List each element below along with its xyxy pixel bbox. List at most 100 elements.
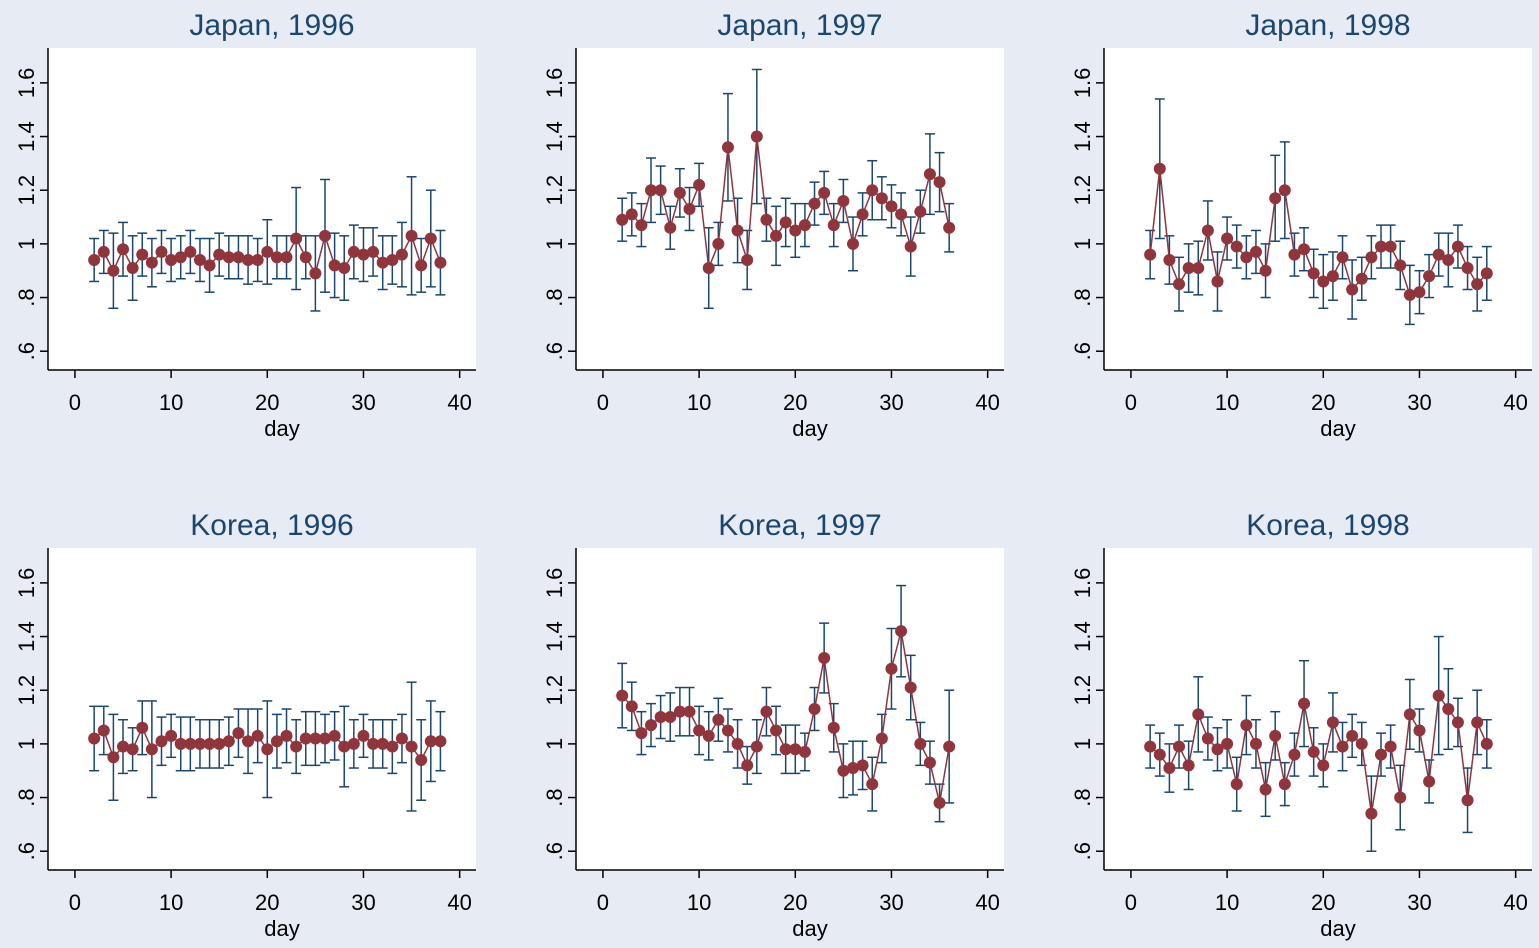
marker — [1394, 259, 1407, 272]
marker — [693, 178, 706, 191]
x-tick-label: 0 — [69, 390, 81, 415]
marker — [1153, 162, 1166, 175]
marker — [415, 753, 428, 766]
marker — [1298, 243, 1311, 256]
plot-area — [48, 48, 476, 370]
marker — [885, 200, 898, 213]
panel-title: Korea, 1997 — [718, 509, 881, 542]
marker — [184, 245, 197, 258]
marker — [145, 743, 158, 756]
marker — [136, 248, 149, 261]
marker — [885, 662, 898, 675]
marker — [1480, 737, 1493, 750]
marker — [386, 253, 399, 266]
marker — [1317, 275, 1330, 288]
marker — [1403, 288, 1416, 301]
marker — [270, 735, 283, 748]
y-tick-label: .6 — [14, 842, 39, 860]
marker — [1269, 729, 1282, 742]
x-tick-label: 40 — [1503, 890, 1527, 915]
panel-title: Japan, 1996 — [189, 9, 354, 42]
marker — [914, 205, 927, 218]
marker — [1163, 762, 1176, 775]
y-tick-label: .8 — [542, 288, 567, 306]
y-tick-label: 1.6 — [542, 568, 567, 599]
marker — [721, 141, 734, 154]
x-axis-label: day — [264, 416, 299, 441]
marker — [165, 253, 178, 266]
marker — [702, 262, 715, 275]
y-tick-label: 1.4 — [542, 621, 567, 652]
marker — [1384, 740, 1397, 753]
y-tick-label: 1.4 — [542, 121, 567, 152]
marker — [117, 740, 130, 753]
marker — [1451, 240, 1464, 253]
marker — [625, 208, 638, 221]
y-tick-label: 1.2 — [542, 675, 567, 706]
marker — [856, 208, 869, 221]
marker — [347, 737, 360, 750]
marker — [1230, 240, 1243, 253]
marker — [1355, 737, 1368, 750]
marker — [760, 213, 773, 226]
y-tick-label: 1.6 — [1070, 568, 1095, 599]
marker — [136, 721, 149, 734]
marker — [376, 256, 389, 269]
marker — [1471, 278, 1484, 291]
marker — [338, 740, 351, 753]
marker — [1442, 253, 1455, 266]
marker — [261, 245, 274, 258]
marker — [145, 256, 158, 269]
y-tick-label: .8 — [14, 788, 39, 806]
marker — [1461, 794, 1474, 807]
x-tick-label: 0 — [69, 890, 81, 915]
marker — [318, 732, 331, 745]
marker — [923, 756, 936, 769]
marker — [97, 724, 110, 737]
marker — [654, 184, 667, 197]
x-tick-label: 0 — [597, 890, 609, 915]
marker — [770, 229, 783, 242]
marker — [1442, 703, 1455, 715]
marker — [616, 689, 629, 702]
marker — [1326, 716, 1339, 729]
marker — [386, 740, 399, 753]
marker — [770, 724, 783, 737]
marker — [290, 740, 303, 753]
marker — [779, 743, 792, 756]
marker — [683, 203, 696, 215]
y-tick-label: 1 — [542, 238, 567, 250]
y-tick-label: 1 — [1070, 738, 1095, 750]
marker — [1211, 743, 1224, 756]
marker — [914, 737, 927, 750]
marker — [1355, 272, 1368, 285]
marker — [645, 184, 658, 197]
y-tick-label: 1 — [14, 238, 39, 250]
marker — [242, 735, 255, 748]
plot-area — [576, 48, 1004, 370]
y-tick-label: 1 — [542, 738, 567, 750]
marker — [712, 237, 725, 250]
marker — [856, 759, 869, 772]
marker — [242, 253, 255, 266]
marker — [904, 681, 917, 694]
panel: Korea, 1998 .6 .8 1 1.2 1.4 1.6 0 10 20 30 40 day — [1070, 509, 1532, 941]
marker — [1278, 184, 1291, 197]
marker — [731, 737, 744, 750]
marker — [943, 221, 956, 234]
marker — [1221, 232, 1234, 245]
marker — [808, 703, 821, 715]
marker — [328, 259, 341, 272]
panel: Korea, 1997 .6 .8 1 1.2 1.4 1.6 0 10 20 30 40 day — [542, 509, 1004, 941]
x-tick-label: 0 — [1125, 390, 1137, 415]
marker — [367, 245, 380, 258]
y-tick-label: 1.4 — [14, 121, 39, 152]
marker — [846, 762, 859, 775]
marker — [827, 219, 840, 232]
marker — [1346, 283, 1359, 296]
marker — [165, 729, 178, 742]
marker — [741, 759, 754, 772]
x-tick-label: 20 — [1311, 390, 1335, 415]
y-tick-label: .8 — [542, 788, 567, 806]
marker — [1173, 740, 1186, 753]
